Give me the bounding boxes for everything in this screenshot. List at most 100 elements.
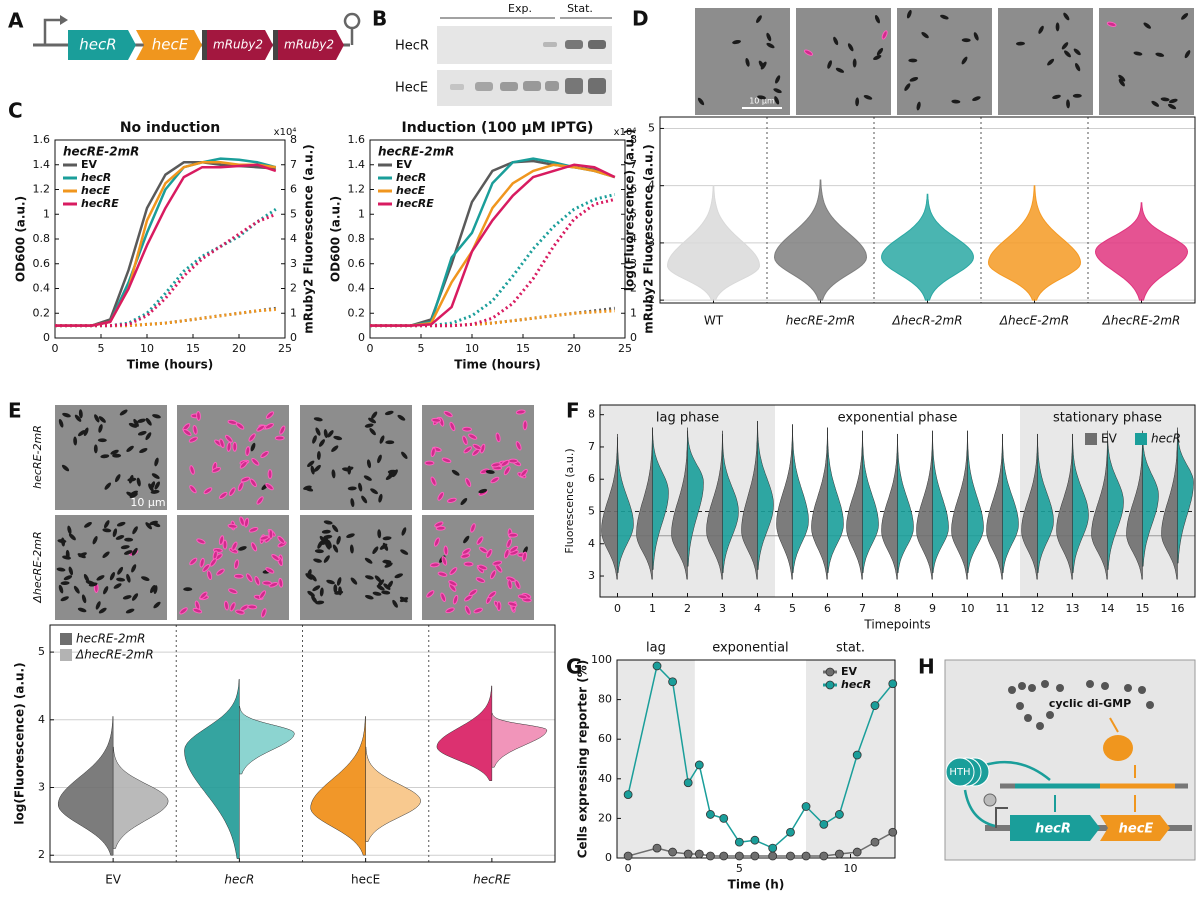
x-tick-label: 10 [844,862,858,875]
legend-label: hecR [81,171,111,184]
cell [425,461,434,465]
cell [233,442,237,451]
panel-letter: E [8,399,22,423]
y-tick-label: 5 [290,207,297,220]
phase-label: lag phase [656,411,719,426]
half-violin [492,713,547,767]
panel-letter: A [8,9,24,33]
x-axis-label: Time (hours) [454,358,540,372]
x-tick-label: hecR [224,873,254,887]
x-tick-label: 14 [1101,602,1115,615]
x-tick-label: 16 [1171,602,1185,615]
y2-multiplier: x10⁴ [274,127,297,138]
data-point [653,662,661,670]
data-point [769,844,777,852]
half-violin [847,431,863,580]
y-tick-label: 7 [588,440,595,453]
y-tick-label: 1 [630,306,637,319]
y-tick-label: 80 [598,693,612,706]
cell [497,602,501,611]
series-line [55,310,276,326]
y-tick-label: 3 [290,257,297,270]
y-tick-label: 0.2 [348,306,366,319]
y-axis-label: OD600 (a.u.) [14,196,28,282]
x-tick-label: 0 [52,342,59,355]
data-point [706,852,714,860]
data-point [684,779,692,787]
panel-letter: D [632,7,649,31]
legend-label: hecR [841,678,871,691]
legend-label: hecRE [396,197,434,210]
y-tick-label: 1 [290,306,297,319]
y-axis-label: log(Fluorescence) (a.u.) [623,129,637,291]
data-point [720,852,728,860]
x-tick-label: ΔhecRE-2mR [1102,314,1181,328]
cell [523,421,527,430]
half-violin [898,434,914,573]
y-tick-label: 2 [38,848,45,861]
blot-group: Exp. [508,2,532,15]
legend-title: hecRE-2mR [378,145,454,159]
x-tick-label: 12 [1031,602,1045,615]
half-violin [113,747,168,849]
legend-label: hecRE [81,197,119,210]
phase-label: exponential [712,641,788,656]
legend-swatch [1085,433,1097,445]
half-violin [184,679,239,858]
violin [775,180,867,300]
legend-swatch [60,649,72,661]
y-tick-label: 3 [648,236,655,249]
data-point [695,761,703,769]
y-tick-label: 100 [591,653,612,666]
gene-label: mRuby2 [213,38,263,52]
legend-swatch [60,633,72,645]
y-axis-label: Fluorescence (a.u.) [563,448,576,553]
violin [989,186,1081,300]
chart-title: Induction (100 µM IPTG) [402,120,594,136]
x-tick-label: 0 [367,342,374,355]
cell [464,562,473,566]
y-tick-label: 0 [630,331,637,344]
legend-label: EV [396,158,413,171]
half-violin [828,428,844,573]
data-point [786,852,794,860]
gene-label: hecR [1035,822,1071,837]
x-tick-label: 9 [929,602,936,615]
x-tick-label: 20 [232,342,246,355]
cell [234,574,243,578]
cell [196,411,200,420]
y-tick-label: 40 [598,772,612,785]
y-tick-label: 3 [38,781,45,794]
x-tick-label: 3 [719,602,726,615]
y-tick-label: 0 [43,331,50,344]
gene-label: mRuby2 [284,38,334,52]
data-point [835,850,843,858]
half-violin [863,431,879,573]
y-tick-label: 1.6 [33,133,51,146]
y-tick-label: 0 [605,851,612,864]
half-violin [952,431,968,580]
data-point [835,810,843,818]
data-point [853,751,861,759]
x-axis-label: Time (hours) [127,358,213,372]
phase-label: stationary phase [1053,411,1162,426]
half-violin [968,431,984,573]
legend-label: EV [841,665,858,678]
legend-label: hecR [1151,432,1181,446]
micrograph [998,8,1093,115]
data-point [720,814,728,822]
data-point [751,836,759,844]
domain-label: HTH [949,767,970,778]
x-tick-label: 6 [824,602,831,615]
half-violin [793,424,809,572]
scale-label: 10 µm [749,97,775,106]
data-point [871,838,879,846]
half-violin [311,716,366,855]
cell [444,546,449,555]
y-tick-label: 0.8 [348,232,366,245]
x-tick-label: hecRE [473,873,511,887]
series-line [370,199,615,325]
western-blot: Exp. Stat. HecR HecE [395,2,612,106]
x-tick-label: 5 [98,342,105,355]
cell [509,533,518,537]
